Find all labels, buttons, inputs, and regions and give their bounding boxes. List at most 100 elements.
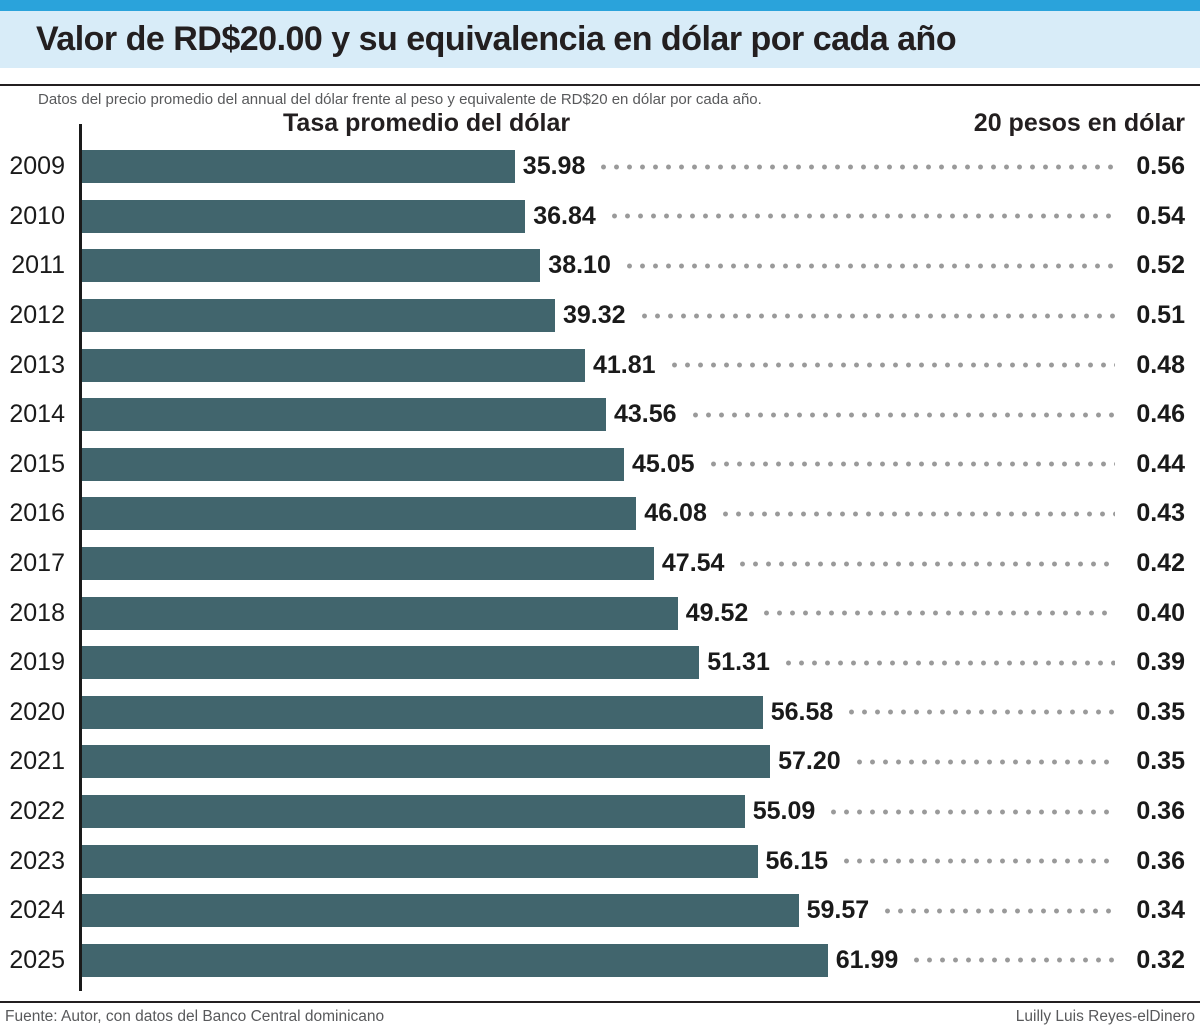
tasa-value: 39.32 bbox=[563, 301, 626, 330]
equivalencia-value: 0.40 bbox=[1136, 598, 1185, 627]
bar-chart-rows: 2009 35.98 0.56 2010 36.84 0.54 2011 38.… bbox=[9, 142, 1185, 986]
year-label: 2011 bbox=[11, 251, 65, 280]
year-label: 2009 bbox=[9, 152, 65, 181]
equivalencia-value: 0.32 bbox=[1136, 945, 1185, 974]
chart-row: 2013 41.81 0.48 bbox=[9, 340, 1185, 390]
tasa-bar bbox=[82, 943, 828, 977]
tasa-bar bbox=[82, 447, 624, 481]
year-label: 2022 bbox=[9, 797, 65, 826]
footer-divider bbox=[0, 1001, 1200, 1004]
tasa-bar bbox=[82, 299, 555, 333]
year-label: 2018 bbox=[9, 598, 65, 627]
dotted-leader bbox=[736, 560, 1115, 567]
footer: Fuente: Autor, con datos del Banco Centr… bbox=[0, 1003, 1200, 1026]
equivalencia-value: 0.56 bbox=[1136, 152, 1185, 181]
equivalencia-value: 0.35 bbox=[1136, 697, 1185, 726]
tasa-value: 61.99 bbox=[835, 945, 899, 974]
equivalencia-value: 0.46 bbox=[1136, 400, 1185, 429]
tasa-value: 59.57 bbox=[806, 896, 870, 925]
year-label: 2021 bbox=[9, 747, 65, 776]
chart-row: 2012 39.32 0.51 bbox=[9, 291, 1185, 341]
tasa-bar bbox=[82, 398, 606, 432]
chart-subtitle: Datos del precio promedio del annual del… bbox=[38, 91, 762, 108]
page-title: Valor de RD$20.00 y su equivalencia en d… bbox=[36, 20, 957, 58]
year-label: 2010 bbox=[9, 201, 65, 230]
chart-row: 2009 35.98 0.56 bbox=[9, 142, 1185, 192]
chart-row: 2015 45.05 0.44 bbox=[9, 440, 1185, 490]
tasa-value: 43.56 bbox=[614, 400, 677, 429]
tasa-bar bbox=[82, 745, 771, 779]
bar-chart: 2009 35.98 0.56 2010 36.84 0.54 2011 38.… bbox=[0, 124, 1200, 992]
y-axis-line bbox=[79, 124, 82, 992]
tasa-value: 36.84 bbox=[533, 201, 596, 230]
dotted-leader bbox=[845, 709, 1115, 716]
year-label: 2023 bbox=[9, 846, 65, 875]
dotted-leader bbox=[667, 362, 1115, 369]
tasa-value: 45.05 bbox=[632, 449, 695, 478]
dotted-leader bbox=[622, 262, 1115, 269]
column-header-pesos: 20 pesos en dólar bbox=[973, 109, 1185, 137]
equivalencia-value: 0.48 bbox=[1136, 350, 1185, 379]
dotted-leader bbox=[840, 858, 1115, 865]
equivalencia-value: 0.54 bbox=[1136, 201, 1185, 230]
year-label: 2013 bbox=[9, 350, 65, 379]
top-accent-bar bbox=[0, 0, 1200, 11]
tasa-value: 49.52 bbox=[685, 598, 749, 627]
chart-row: 2017 47.54 0.42 bbox=[9, 539, 1185, 589]
chart-row: 2020 56.58 0.35 bbox=[9, 688, 1185, 738]
tasa-value: 47.54 bbox=[661, 549, 725, 578]
chart-row: 2019 51.31 0.39 bbox=[9, 638, 1185, 688]
tasa-value: 56.15 bbox=[765, 846, 829, 875]
equivalencia-value: 0.44 bbox=[1136, 449, 1185, 478]
chart-row: 2018 49.52 0.40 bbox=[9, 588, 1185, 638]
dotted-leader bbox=[781, 659, 1115, 666]
equivalencia-value: 0.35 bbox=[1136, 747, 1185, 776]
title-band: Valor de RD$20.00 y su equivalencia en d… bbox=[0, 11, 1200, 68]
tasa-bar bbox=[82, 199, 526, 233]
tasa-bar bbox=[82, 497, 637, 531]
tasa-bar bbox=[82, 844, 758, 878]
year-label: 2015 bbox=[9, 449, 65, 478]
chart-row: 2010 36.84 0.54 bbox=[9, 192, 1185, 242]
dotted-leader bbox=[637, 312, 1115, 319]
equivalencia-value: 0.42 bbox=[1136, 549, 1185, 578]
year-label: 2019 bbox=[9, 648, 65, 677]
tasa-bar bbox=[82, 348, 585, 382]
tasa-value: 57.20 bbox=[778, 747, 841, 776]
year-label: 2016 bbox=[9, 499, 65, 528]
tasa-value: 38.10 bbox=[548, 251, 611, 280]
source-credit: Fuente: Autor, con datos del Banco Centr… bbox=[5, 1008, 385, 1026]
dotted-leader bbox=[827, 808, 1115, 815]
chart-row: 2014 43.56 0.46 bbox=[9, 390, 1185, 440]
equivalencia-value: 0.52 bbox=[1136, 251, 1185, 280]
equivalencia-value: 0.36 bbox=[1136, 797, 1185, 826]
equivalencia-value: 0.39 bbox=[1136, 648, 1185, 677]
chart-row: 2023 56.15 0.36 bbox=[9, 836, 1185, 886]
chart-row: 2022 55.09 0.36 bbox=[9, 787, 1185, 837]
tasa-bar bbox=[82, 795, 745, 829]
column-headers: Tasa promedio del dólar 20 pesos en dóla… bbox=[0, 109, 1200, 138]
tasa-bar bbox=[82, 695, 763, 729]
chart-row: 2025 61.99 0.32 bbox=[9, 936, 1185, 986]
dotted-leader bbox=[706, 461, 1115, 468]
chart-row: 2011 38.10 0.52 bbox=[11, 241, 1185, 291]
equivalencia-value: 0.43 bbox=[1136, 499, 1185, 528]
tasa-value: 41.81 bbox=[593, 350, 656, 379]
year-label: 2020 bbox=[9, 697, 65, 726]
equivalencia-value: 0.36 bbox=[1136, 846, 1185, 875]
column-header-tasa: Tasa promedio del dólar bbox=[283, 109, 571, 137]
chart-row: 2016 46.08 0.43 bbox=[9, 489, 1185, 539]
author-credit: Luilly Luis Reyes-elDinero bbox=[1015, 1008, 1195, 1026]
tasa-value: 51.31 bbox=[707, 648, 770, 677]
tasa-value: 35.98 bbox=[522, 152, 586, 181]
year-label: 2024 bbox=[9, 896, 65, 925]
year-label: 2012 bbox=[9, 301, 65, 330]
chart-row: 2024 59.57 0.34 bbox=[9, 886, 1185, 936]
year-label: 2017 bbox=[9, 549, 65, 578]
dotted-leader bbox=[688, 411, 1115, 418]
dotted-leader bbox=[607, 213, 1115, 220]
year-label: 2014 bbox=[9, 400, 65, 429]
equivalencia-value: 0.34 bbox=[1136, 896, 1185, 925]
tasa-bar bbox=[82, 646, 700, 680]
